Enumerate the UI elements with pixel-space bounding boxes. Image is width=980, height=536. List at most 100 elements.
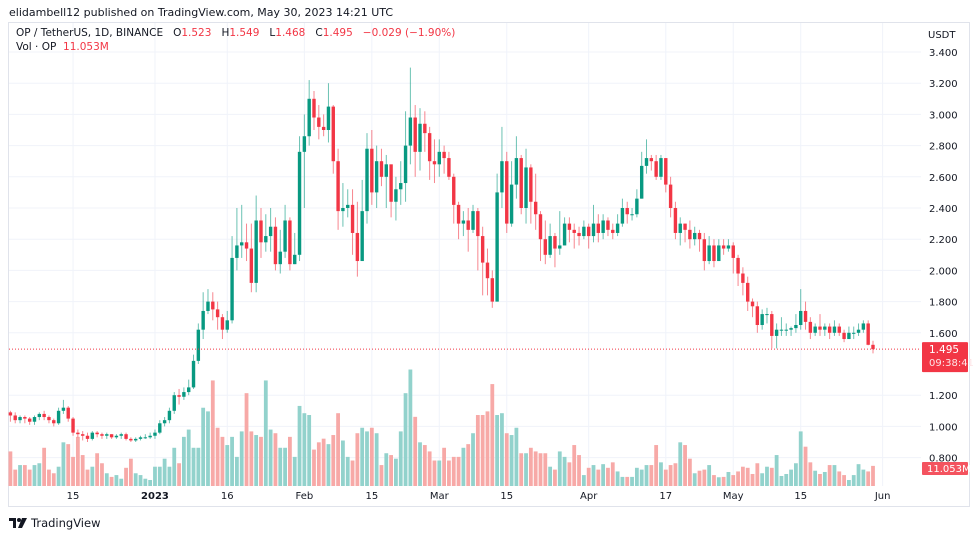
candle-body — [582, 226, 586, 237]
volume-bar — [321, 438, 326, 486]
volume-bar — [422, 445, 427, 486]
volume-bar — [360, 427, 365, 486]
candle-body — [211, 301, 215, 310]
volume-bar — [553, 469, 557, 486]
candle-body — [871, 344, 875, 350]
candle — [808, 317, 813, 340]
volume-bar — [750, 473, 755, 486]
candle-body — [80, 434, 85, 436]
candle — [779, 317, 784, 336]
x-tick-label: 15 — [500, 491, 513, 502]
volume-bar — [273, 433, 278, 486]
candle — [37, 412, 42, 421]
candle-body — [644, 158, 649, 166]
candle — [370, 130, 374, 205]
candle — [760, 309, 764, 330]
x-tick-label: Feb — [295, 491, 313, 502]
x-tick-label: May — [723, 491, 744, 502]
symbol-label[interactable]: OP / TetherUS, 1D, BINANCE — [16, 27, 164, 39]
candle-body — [148, 435, 152, 438]
volume-bar — [615, 471, 620, 486]
candle-body — [138, 437, 143, 439]
candle — [476, 208, 480, 271]
volume-bar — [196, 447, 201, 486]
volume-bar — [827, 465, 832, 486]
candle — [399, 161, 403, 205]
candle-body — [244, 242, 249, 249]
volume-bar — [504, 433, 509, 486]
volume-bar — [191, 447, 196, 486]
candle-body — [312, 98, 316, 118]
x-tick-label: Jun — [874, 491, 891, 502]
candle-body — [664, 158, 668, 185]
candle-body — [827, 326, 832, 333]
candle — [823, 323, 827, 336]
candle-body — [823, 326, 827, 330]
volume-bar — [326, 444, 331, 486]
volume-bar — [740, 466, 745, 486]
candle — [427, 126, 432, 180]
volume-bar — [100, 463, 104, 486]
candle-body — [702, 239, 707, 262]
candle-body — [240, 242, 244, 246]
candle-body — [143, 437, 148, 439]
candle-body — [447, 158, 451, 177]
x-tick-label: Mar — [430, 491, 450, 502]
volume-label[interactable]: Vol · OP — [16, 41, 57, 53]
y-tick-label: 3.000 — [929, 110, 958, 121]
candle-body — [456, 204, 461, 224]
candle-body — [842, 332, 846, 340]
volume-bar — [736, 471, 740, 486]
volume-bar — [27, 469, 32, 486]
candle — [683, 223, 687, 243]
candle-body — [235, 245, 239, 258]
volume-bar — [702, 469, 707, 486]
candle-body — [803, 310, 808, 322]
volume-bar — [75, 436, 80, 486]
candle-body — [18, 417, 22, 421]
candle — [336, 148, 340, 230]
candle-body — [370, 148, 374, 193]
volume-bar — [355, 433, 360, 486]
volume-bar — [495, 415, 500, 486]
candle — [220, 314, 225, 340]
candle — [596, 214, 601, 243]
candle-body — [519, 158, 523, 208]
candle-body — [683, 223, 687, 230]
candle — [572, 223, 576, 249]
candle — [341, 183, 345, 227]
volume-bar — [345, 456, 350, 486]
candle-body — [191, 360, 196, 388]
volume-bar — [283, 447, 287, 486]
candle — [789, 326, 793, 336]
volume-bar — [485, 411, 490, 486]
candle — [726, 239, 731, 252]
volume-bar — [528, 447, 533, 486]
candle-body — [355, 232, 360, 262]
candle-body — [389, 164, 393, 202]
candle-body — [837, 326, 841, 333]
candle — [148, 432, 152, 439]
candle — [109, 434, 114, 439]
candle-body — [302, 136, 307, 152]
volume-bar — [471, 433, 475, 486]
candle — [129, 437, 133, 442]
volume-bar — [837, 471, 842, 486]
candle-body — [37, 413, 42, 418]
currency-label: USDT — [928, 30, 956, 41]
volume-bar — [95, 453, 100, 486]
candle — [620, 198, 625, 227]
volume-bar — [769, 467, 774, 486]
candle — [635, 189, 639, 218]
candle-body — [52, 420, 56, 424]
candle — [702, 232, 707, 271]
candle — [167, 407, 172, 424]
candle — [847, 326, 851, 340]
candle — [374, 145, 379, 208]
candle — [379, 148, 384, 187]
tradingview-logo[interactable]: TradingView — [9, 516, 100, 530]
volume-bar — [119, 478, 124, 486]
candle-body — [591, 223, 596, 237]
candle — [133, 437, 138, 442]
